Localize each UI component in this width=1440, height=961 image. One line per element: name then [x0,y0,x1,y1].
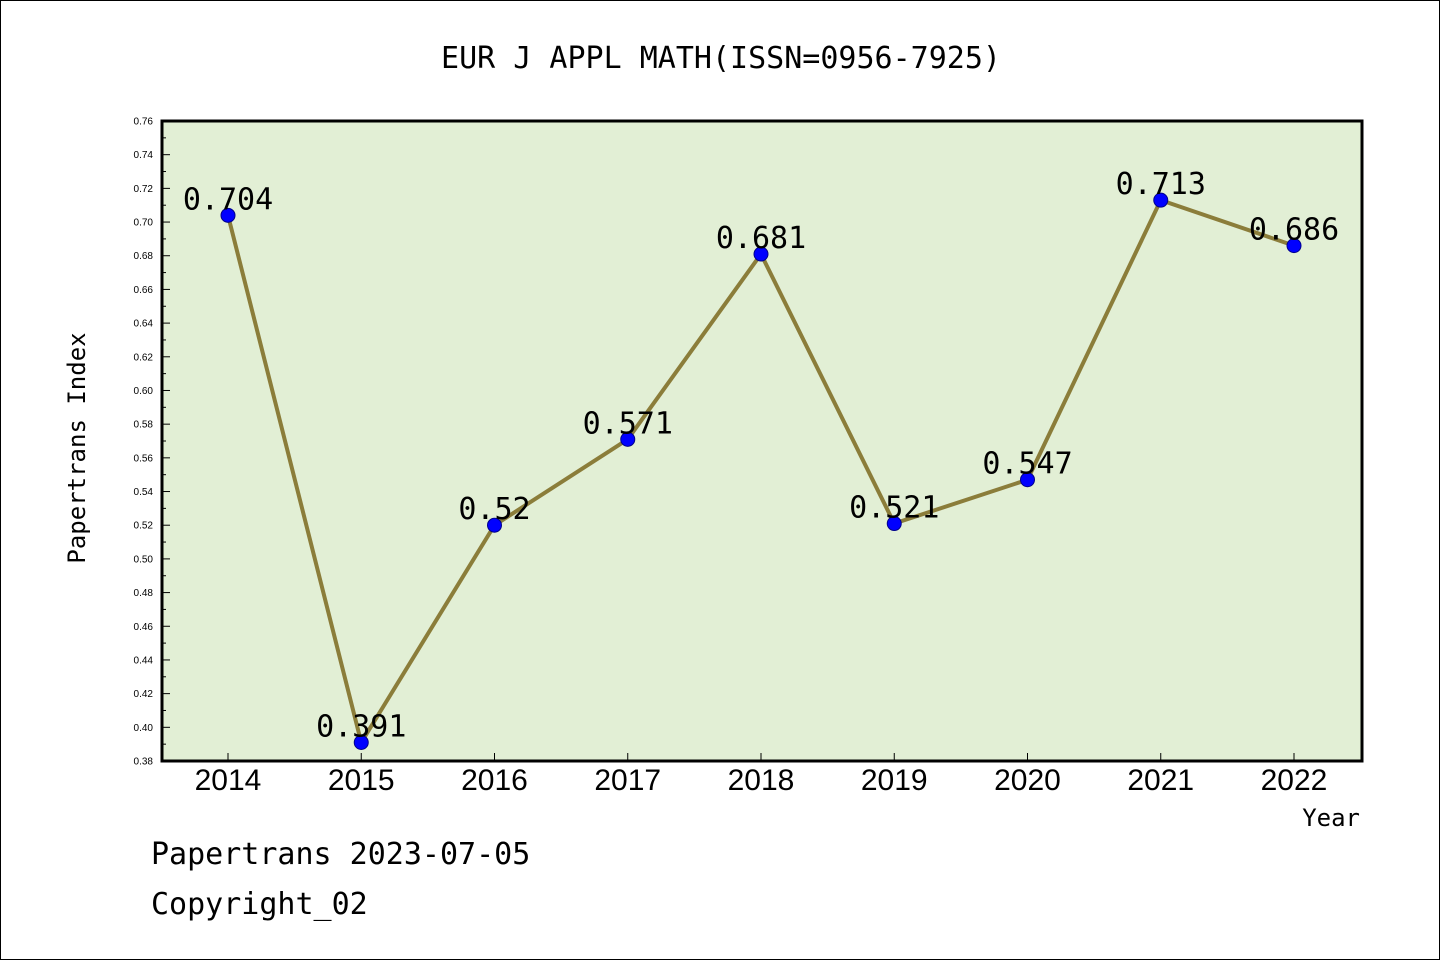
y-tick-label: 0.46 [134,622,154,633]
data-label: 0.571 [583,406,673,441]
x-tick-label: 2022 [1261,764,1328,797]
data-label: 0.686 [1249,213,1339,248]
footer-copyright: Copyright_02 [151,887,368,922]
data-point [753,246,769,262]
footer-date: Papertrans 2023-07-05 [151,837,531,872]
y-tick-label: 0.62 [134,352,154,363]
y-tick-label: 0.58 [134,420,154,431]
x-tick-label: 2016 [461,764,528,797]
y-tick-label: 0.52 [134,521,154,532]
chart-title: EUR J APPL MATH(ISSN=0956-7925) [441,41,1001,76]
y-tick-label: 0.74 [134,150,154,161]
y-tick-label: 0.56 [134,453,154,464]
plot-area [160,119,1364,763]
x-tick-label: 2021 [1127,764,1194,797]
y-tick-label: 0.64 [134,319,154,330]
y-tick-label: 0.40 [134,723,154,734]
series-layer: 0.704 0.391 0.52 0.571 0.681 0.521 0.547 0.713 0… [183,167,1339,750]
y-tick-label: 0.76 [134,117,154,128]
data-label: 0.704 [183,182,273,217]
data-label: 0.391 [316,709,406,744]
data-point [886,516,902,532]
y-tick-label: 0.72 [134,184,154,195]
x-tick-label: 2018 [728,764,795,797]
data-point [1153,192,1169,208]
x-tick-label: 2015 [328,764,395,797]
y-tick-label: 0.44 [134,655,154,666]
x-axis: 2014 2015 2016 2017 2018 2019 2020 2021 2022 [195,753,1328,797]
data-label: 0.52 [458,492,530,527]
data-point [487,517,502,533]
y-tick-label: 0.68 [134,251,154,262]
data-label: 0.713 [1116,167,1206,202]
y-axis-label: Papertrans Index [63,332,91,563]
y-tick-label: 0.70 [134,218,154,229]
x-tick-label: 2014 [195,764,262,797]
data-label: 0.521 [849,491,939,526]
y-tick-label: 0.60 [134,386,154,397]
data-point [1286,238,1302,254]
y-tick-label: 0.66 [134,285,154,296]
data-point [353,734,369,750]
data-point [1020,472,1035,488]
data-label: 0.547 [982,447,1072,482]
x-tick-label: 2019 [861,764,928,797]
y-axis: 0.38 0.40 0.42 0.44 0.46 0.48 0.50 0.52 0.54 0.56… [134,117,170,768]
y-tick-label: 0.38 [134,757,154,768]
data-point [220,207,236,223]
y-tick-label: 0.50 [134,554,154,565]
x-axis-label: Year [1302,804,1360,832]
x-tick-label: 2020 [994,764,1061,797]
y-tick-label: 0.42 [134,689,154,700]
y-tick-label: 0.54 [134,487,154,498]
data-label: 0.681 [716,221,806,256]
y-tick-label: 0.48 [134,588,154,599]
data-point [620,431,636,447]
x-tick-label: 2017 [594,764,661,797]
